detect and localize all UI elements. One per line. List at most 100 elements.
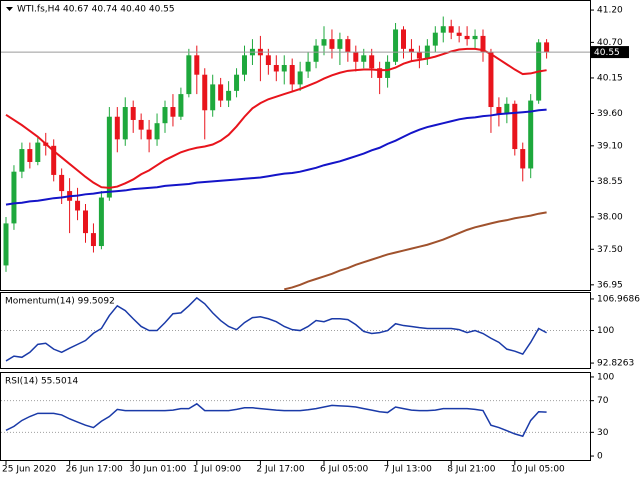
- candle-body: [416, 52, 422, 59]
- candle-body: [226, 90, 232, 101]
- x-tick-label: 25 Jun 2020: [2, 465, 56, 475]
- moving-average: [5, 108, 547, 206]
- candle-body: [162, 107, 168, 124]
- candle-body: [337, 39, 343, 49]
- candle-body: [432, 32, 438, 46]
- y-tick-label: 106.9686: [597, 294, 640, 304]
- candle-body: [393, 29, 399, 62]
- x-tick-label: 10 Jul 05:00: [511, 465, 565, 475]
- y-tick-label: 92.8263: [597, 359, 634, 369]
- panel-title: Momentum(14) 99.5092: [5, 297, 115, 307]
- candle-body: [369, 55, 375, 69]
- candle-body: [75, 200, 81, 211]
- candle-body: [11, 171, 17, 224]
- x-tick-label: 2 Jul 17:00: [256, 465, 305, 475]
- candle-body: [154, 123, 160, 140]
- moving-average: [5, 47, 547, 189]
- menu-icon: [6, 7, 13, 11]
- candle-body: [83, 210, 88, 234]
- y-tick-label: 40.15: [597, 73, 623, 83]
- candle-body: [170, 107, 176, 117]
- candle-body: [496, 107, 502, 114]
- candle-body: [273, 65, 279, 72]
- candle-body: [186, 55, 192, 95]
- candle-body: [3, 223, 9, 266]
- candle-body: [202, 74, 208, 111]
- candle-body: [59, 174, 65, 192]
- y-tick-label: 38.00: [597, 212, 623, 222]
- y-tick-label: 100: [597, 326, 614, 336]
- y-tick-label: 30: [597, 428, 609, 438]
- last-price-label: 40.55: [594, 48, 620, 58]
- candle-body: [289, 65, 295, 85]
- y-tick-label: 100: [597, 372, 614, 382]
- candle-body: [456, 32, 462, 36]
- candle-body: [51, 145, 57, 175]
- candle-body: [138, 119, 144, 130]
- candle-body: [313, 45, 319, 62]
- candle-body: [305, 61, 311, 72]
- candle-body: [488, 52, 494, 108]
- x-tick-label: 8 Jul 21:00: [447, 465, 496, 475]
- candle-body: [408, 48, 414, 53]
- candle-body: [401, 29, 406, 49]
- candle-body: [345, 39, 351, 53]
- candle-body: [35, 142, 41, 162]
- candle-body: [464, 35, 470, 40]
- last-price-box: [591, 46, 629, 59]
- candle-body: [361, 55, 367, 62]
- y-tick-label: 37.50: [597, 245, 623, 255]
- candle-body: [122, 107, 128, 140]
- candle-body: [242, 55, 247, 75]
- panel-title: RSI(14) 55.5014: [5, 377, 78, 387]
- candle-body: [281, 65, 287, 72]
- candle-body: [218, 84, 224, 101]
- candle-body: [98, 197, 104, 247]
- y-tick-label: 39.10: [597, 141, 623, 151]
- panel-title: WTI.fs,H4 40.67 40.74 40.40 40.55: [17, 5, 175, 15]
- candle-body: [114, 116, 120, 140]
- candle-body: [528, 100, 534, 169]
- y-tick-label: 41.20: [597, 6, 623, 16]
- candle-body: [480, 35, 486, 53]
- candle-body: [512, 103, 518, 150]
- plot-area: [5, 296, 547, 362]
- x-tick-label: 6 Jul 05:00: [320, 465, 369, 475]
- indicator-line: [5, 296, 547, 362]
- moving-average: [284, 211, 547, 290]
- plot-area: [3, 16, 550, 290]
- y-tick-label: 36.95: [597, 280, 623, 290]
- candle-body: [504, 103, 510, 114]
- x-tick-label: 7 Jul 13:00: [384, 465, 433, 475]
- candle-body: [440, 26, 446, 33]
- price-panel: [0, 0, 591, 291]
- candle-body: [106, 116, 112, 198]
- y-tick-label: 70: [597, 396, 609, 406]
- candle-body: [520, 149, 526, 169]
- x-tick-label: 26 Jun 17:00: [66, 465, 123, 475]
- candle-body: [27, 149, 33, 162]
- candle-body: [194, 55, 200, 75]
- rsi-panel: [0, 372, 591, 461]
- candle-body: [234, 74, 240, 91]
- candle-body: [19, 149, 25, 172]
- candle-body: [90, 233, 96, 247]
- x-tick-label: 1 Jul 09:00: [193, 465, 242, 475]
- candle-body: [297, 71, 303, 85]
- y-tick-label: 39.60: [597, 109, 623, 119]
- candle-body: [321, 39, 327, 46]
- candle-body: [329, 39, 335, 49]
- x-tick-label: 30 Jun 01:00: [129, 465, 186, 475]
- candle-body: [448, 26, 454, 33]
- candle-body: [377, 68, 383, 78]
- y-tick-label: 40.70: [597, 38, 623, 48]
- plot-area: [5, 402, 547, 438]
- candle-body: [130, 107, 136, 120]
- candle-body: [178, 94, 184, 117]
- candle-body: [265, 55, 271, 66]
- candle-body: [210, 84, 216, 111]
- candle-body: [544, 42, 550, 53]
- y-tick-label: 0: [597, 452, 603, 462]
